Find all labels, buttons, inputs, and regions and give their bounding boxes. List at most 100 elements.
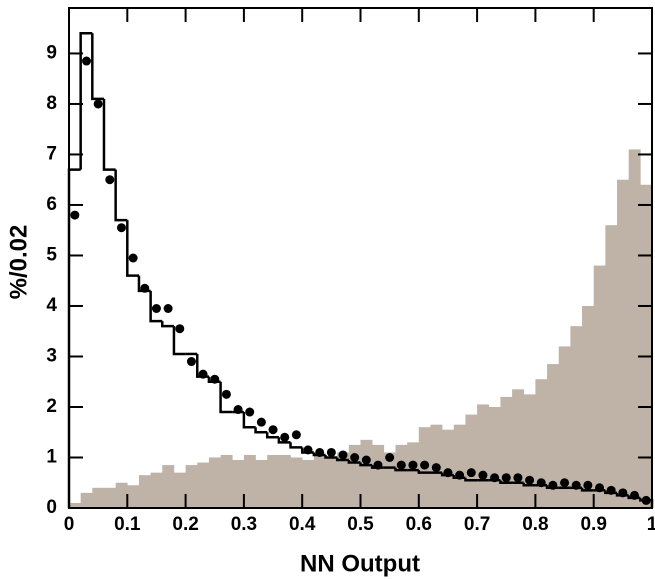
data-point — [560, 478, 570, 488]
filled-bin — [103, 487, 116, 508]
x-tick-label: 0.4 — [289, 514, 316, 535]
step-bin — [242, 412, 256, 429]
x-tick-label: 0.7 — [464, 514, 490, 535]
step-bin — [219, 381, 233, 414]
filled-bin — [173, 472, 186, 508]
data-point — [70, 210, 80, 220]
filled-bin — [278, 454, 291, 508]
step-bin — [464, 477, 478, 482]
filled-bin — [477, 404, 490, 508]
data-point — [595, 483, 605, 493]
data-point — [536, 478, 546, 488]
x-axis-title: NN Output — [300, 550, 420, 577]
filled-bin — [150, 472, 163, 508]
step-bin — [102, 98, 116, 171]
data-point — [186, 357, 196, 367]
y-tick-label: 8 — [46, 93, 57, 114]
filled-bin — [488, 406, 501, 508]
x-tick-label: 0.2 — [172, 514, 198, 535]
filled-bin — [337, 452, 350, 508]
data-point — [315, 447, 325, 457]
data-point — [175, 324, 185, 334]
data-point — [291, 430, 301, 440]
data-point — [478, 470, 488, 480]
filled-bin — [162, 465, 175, 508]
filled-bin — [302, 460, 315, 508]
data-point — [81, 56, 91, 66]
step-bin — [172, 326, 186, 356]
data-point — [338, 450, 348, 460]
filled-bin — [232, 460, 245, 508]
filled-bin — [208, 457, 221, 508]
filled-bin — [523, 394, 536, 508]
filled-bin — [185, 465, 198, 508]
data-point — [256, 417, 266, 427]
filled-bin — [407, 442, 420, 508]
data-point — [501, 473, 511, 483]
step-bin — [254, 427, 268, 434]
data-point — [466, 468, 476, 478]
filled-bin — [383, 452, 396, 508]
x-tick-label: 1 — [647, 514, 655, 535]
step-bin — [522, 482, 536, 487]
data-point — [431, 463, 441, 473]
data-point — [116, 223, 126, 233]
x-tick-label: 0.3 — [231, 514, 257, 535]
step-bin — [335, 457, 349, 462]
step-bin — [91, 33, 104, 101]
data-point — [361, 455, 371, 465]
data-point — [245, 407, 255, 417]
step-bin — [265, 432, 279, 439]
y-tick-label: 0 — [46, 497, 57, 518]
filled-bin — [313, 454, 326, 508]
data-point — [420, 460, 430, 470]
filled-bin — [372, 444, 385, 508]
step-bin — [114, 169, 128, 222]
x-tick-label: 0.1 — [114, 514, 141, 535]
filled-bin — [325, 457, 338, 508]
filled-bin — [395, 444, 408, 508]
data-point — [571, 480, 581, 490]
data-point — [630, 490, 640, 500]
data-point — [350, 452, 360, 462]
x-tick-label: 0.5 — [347, 514, 374, 535]
y-tick-label: 2 — [46, 396, 57, 417]
data-point — [443, 468, 453, 478]
data-point — [583, 480, 593, 490]
data-point — [105, 175, 115, 185]
filled-bin — [290, 457, 303, 508]
data-point — [93, 99, 103, 109]
step-bin — [289, 442, 303, 449]
step-bin — [161, 321, 174, 328]
step-bin — [79, 32, 93, 170]
step-bin — [149, 290, 163, 323]
y-tick-label: 4 — [46, 295, 57, 316]
filled-bin — [500, 396, 513, 508]
filled-bin — [220, 454, 233, 508]
data-point — [303, 445, 313, 455]
step-bin — [417, 470, 431, 474]
y-tick-label: 6 — [46, 194, 57, 215]
data-point — [233, 405, 243, 415]
step-bin — [580, 487, 594, 492]
filled-bin — [243, 454, 256, 508]
data-point — [455, 470, 465, 480]
data-point — [221, 389, 231, 399]
data-point — [408, 460, 418, 470]
filled-bin — [582, 305, 594, 508]
data-point — [385, 452, 395, 462]
y-tick-label: 1 — [46, 447, 57, 468]
filled-bin — [360, 439, 373, 508]
data-point — [641, 495, 651, 505]
data-point — [210, 374, 220, 384]
filled-bin — [127, 485, 140, 508]
step-bin — [347, 460, 361, 464]
filled-bin — [535, 379, 548, 508]
y-tick-label: 5 — [46, 244, 57, 265]
data-point — [606, 485, 616, 495]
filled-bin — [605, 225, 618, 508]
y-tick-label: 9 — [46, 42, 57, 63]
y-tick-label: 3 — [46, 346, 57, 367]
data-point — [396, 460, 406, 470]
filled-bin — [558, 346, 571, 508]
